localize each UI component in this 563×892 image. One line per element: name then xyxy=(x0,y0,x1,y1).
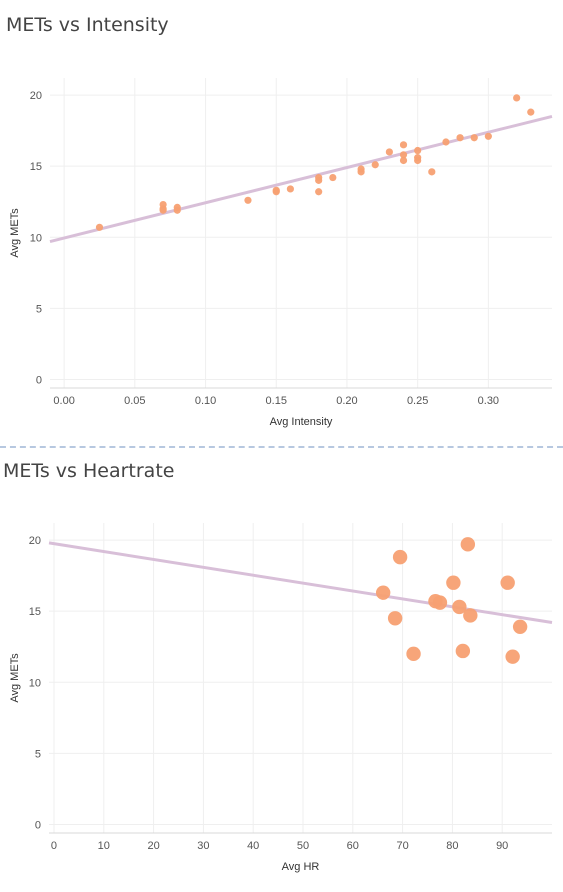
x-tick-label: 0.20 xyxy=(336,395,357,407)
y-tick-label: 20 xyxy=(29,535,41,547)
data-point xyxy=(399,151,408,159)
x-tick-label: 0.25 xyxy=(407,395,428,407)
data-point xyxy=(406,646,421,662)
y-tick-label: 10 xyxy=(29,677,41,689)
y-tick-label: 20 xyxy=(30,90,42,102)
x-tick-label: 90 xyxy=(496,840,508,852)
data-point xyxy=(414,156,422,165)
x-tick-label: 0.15 xyxy=(266,395,287,407)
y-tick-label: 15 xyxy=(30,161,42,173)
y-tick-label: 10 xyxy=(30,232,42,244)
x-axis-title: Avg Intensity xyxy=(270,416,333,428)
data-point xyxy=(414,146,422,155)
dashboard-divider xyxy=(0,446,563,448)
data-point xyxy=(452,599,467,615)
data-point xyxy=(315,176,323,184)
chart-title-mets-vs-heartrate: METs vs Heartrate xyxy=(3,460,175,482)
data-point xyxy=(442,138,450,146)
data-point xyxy=(512,619,528,635)
data-point xyxy=(286,185,294,193)
data-point xyxy=(244,196,252,204)
data-point xyxy=(371,161,379,169)
x-tick-label: 70 xyxy=(396,840,408,852)
y-tick-label: 5 xyxy=(35,748,41,760)
y-tick-label: 0 xyxy=(36,374,42,386)
x-tick-label: 20 xyxy=(147,840,159,852)
x-tick-label: 0.30 xyxy=(478,395,499,407)
data-point xyxy=(173,206,181,214)
trend-line xyxy=(49,114,553,243)
chart-title-mets-vs-intensity: METs vs Intensity xyxy=(6,14,169,36)
data-point xyxy=(95,223,104,231)
data-point xyxy=(272,188,280,196)
data-point xyxy=(456,134,464,142)
x-tick-label: 60 xyxy=(347,840,359,852)
x-tick-label: 30 xyxy=(197,840,209,852)
data-point xyxy=(460,537,476,552)
data-point xyxy=(513,94,521,102)
data-point xyxy=(392,549,408,565)
data-point xyxy=(385,148,393,156)
x-tick-label: 10 xyxy=(98,840,110,852)
y-axis-title: Avg METs xyxy=(9,653,21,703)
y-tick-label: 15 xyxy=(29,606,41,618)
data-point xyxy=(428,168,436,176)
data-point xyxy=(432,595,448,610)
data-point xyxy=(446,575,461,590)
data-point xyxy=(375,585,391,600)
data-point xyxy=(455,643,471,659)
data-point xyxy=(484,132,492,140)
chart-mets-vs-heartrate: 0 10 20 30 40 50 60 70 80 90 0 5 10 15 20 Avg HR Avg MET… xyxy=(9,523,553,873)
data-point xyxy=(329,173,337,182)
y-tick-label: 5 xyxy=(36,303,42,315)
x-tick-label: 0.00 xyxy=(53,395,74,407)
data-point xyxy=(357,168,365,176)
x-tick-label: 0.05 xyxy=(124,395,145,407)
chart-mets-vs-intensity: 0.00 0.05 0.10 0.15 0.20 0.25 0.30 0 5 10 15 20 Avg … xyxy=(9,78,553,428)
x-tick-label: 0.10 xyxy=(195,395,216,407)
data-point xyxy=(505,649,520,664)
x-tick-label: 80 xyxy=(446,840,458,852)
data-point xyxy=(399,141,408,149)
trend-line xyxy=(48,541,553,625)
data-point xyxy=(399,156,408,165)
x-tick-label: 50 xyxy=(297,840,309,852)
y-tick-label: 0 xyxy=(35,819,41,831)
data-point xyxy=(387,611,403,626)
y-axis-title: Avg METs xyxy=(9,208,21,258)
data-point xyxy=(315,188,323,196)
data-point xyxy=(463,608,478,623)
data-point xyxy=(500,575,515,590)
data-point xyxy=(470,134,478,142)
x-tick-label: 0 xyxy=(51,840,57,852)
data-point xyxy=(527,108,535,116)
data-point xyxy=(159,206,167,214)
x-tick-label: 40 xyxy=(247,840,259,852)
x-axis-title: Avg HR xyxy=(282,861,320,873)
